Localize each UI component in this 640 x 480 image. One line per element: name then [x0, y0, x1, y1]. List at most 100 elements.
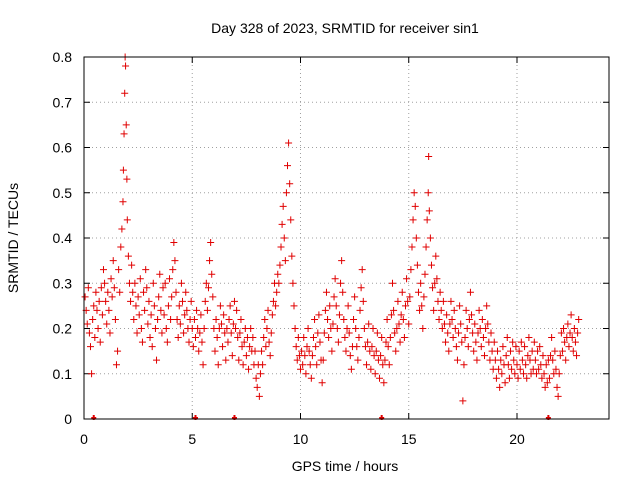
data-point	[311, 315, 319, 323]
data-point	[161, 279, 169, 287]
data-point	[449, 334, 457, 342]
data-point	[374, 356, 382, 364]
data-point	[86, 343, 94, 351]
data-point	[340, 315, 348, 323]
data-point	[135, 311, 143, 319]
data-point	[162, 325, 170, 332]
data-point	[503, 334, 511, 342]
data-point	[134, 293, 142, 301]
data-point	[201, 297, 209, 305]
data-point	[344, 302, 352, 310]
data-point	[413, 261, 421, 269]
data-point	[83, 320, 91, 328]
data-point	[426, 234, 434, 242]
data-point	[335, 311, 343, 319]
data-point	[553, 383, 561, 391]
data-point	[171, 257, 179, 265]
data-point	[384, 343, 392, 351]
data-point	[431, 279, 439, 287]
data-point	[326, 302, 334, 310]
data-point	[462, 306, 470, 314]
data-point	[282, 189, 290, 197]
data-point	[390, 306, 398, 314]
data-point	[300, 334, 308, 342]
data-point	[121, 89, 129, 97]
data-point	[523, 374, 531, 382]
data-point	[285, 139, 293, 147]
data-point	[235, 356, 243, 364]
data-point	[490, 338, 498, 346]
data-point	[560, 325, 568, 332]
data-point	[229, 320, 237, 328]
data-point	[252, 374, 260, 382]
data-point	[197, 311, 205, 319]
data-point	[227, 329, 235, 337]
data-point	[315, 311, 323, 319]
data-point	[443, 311, 451, 319]
data-point	[119, 198, 127, 206]
data-point	[435, 315, 443, 323]
data-point	[110, 284, 118, 292]
data-point	[380, 379, 388, 387]
data-point	[419, 325, 427, 332]
y-tick-label: 0.8	[53, 49, 73, 65]
data-point	[123, 216, 131, 224]
data-point	[173, 315, 181, 323]
data-point	[461, 334, 469, 342]
data-point	[209, 293, 217, 301]
data-point	[193, 306, 201, 314]
data-point	[338, 257, 346, 265]
data-point	[212, 315, 220, 323]
data-point	[316, 338, 324, 346]
data-point	[512, 343, 520, 351]
data-point	[200, 325, 208, 332]
data-point	[120, 130, 128, 138]
data-point	[180, 329, 188, 337]
data-point	[325, 334, 333, 342]
data-point	[561, 338, 569, 346]
data-point	[552, 365, 560, 373]
data-point	[301, 352, 309, 360]
data-point	[303, 343, 311, 351]
data-point	[399, 315, 407, 323]
data-point	[267, 329, 275, 337]
data-point	[473, 356, 481, 364]
x-tick-label: 5	[188, 431, 196, 447]
data-point	[249, 334, 257, 342]
data-point	[163, 338, 171, 346]
data-point	[268, 311, 276, 319]
data-point	[557, 329, 565, 337]
data-point	[331, 275, 339, 283]
data-point	[363, 361, 371, 369]
data-point	[414, 288, 422, 296]
y-tick-label: 0.5	[53, 185, 73, 201]
data-point	[429, 284, 437, 292]
y-axis-label: SRMTID / TECUs	[5, 183, 21, 293]
data-point	[112, 361, 120, 369]
data-point	[115, 266, 123, 274]
data-point	[487, 329, 495, 337]
data-point	[481, 352, 489, 360]
data-point	[430, 306, 438, 314]
data-point	[477, 343, 485, 351]
data-point	[455, 329, 463, 337]
data-point	[346, 352, 354, 360]
data-point	[225, 315, 233, 323]
data-point	[191, 334, 199, 342]
data-point	[214, 361, 222, 369]
data-point	[456, 302, 464, 310]
data-point	[378, 334, 386, 342]
data-point	[273, 288, 281, 296]
data-point	[172, 288, 180, 296]
data-point	[438, 325, 446, 332]
data-point	[327, 325, 335, 332]
data-point	[240, 338, 248, 346]
data-point	[535, 365, 543, 373]
data-point	[94, 325, 102, 332]
data-point	[149, 279, 157, 287]
data-point	[329, 320, 337, 328]
y-tick-label: 0	[64, 411, 72, 427]
data-point	[492, 374, 500, 382]
data-point	[392, 347, 400, 355]
data-point	[106, 329, 114, 337]
